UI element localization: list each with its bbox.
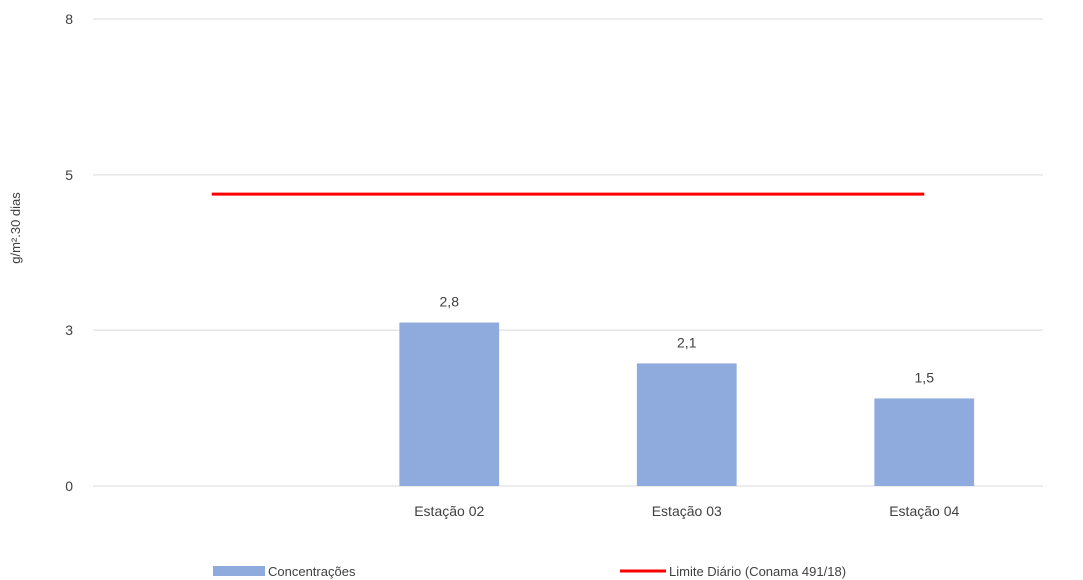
bar <box>636 363 737 486</box>
data-label: 2,1 <box>677 334 697 350</box>
y-tick-label: 3 <box>65 322 73 338</box>
bar <box>399 322 500 486</box>
legend-label-bars: Concentrações <box>268 564 356 579</box>
y-tick-label: 5 <box>65 167 73 183</box>
y-axis-title: g/m².30 dias <box>8 192 23 264</box>
y-tick-label: 0 <box>65 478 73 494</box>
legend-label-line: Limite Diário (Conama 491/18) <box>669 564 846 579</box>
x-category-label: Estação 03 <box>652 503 722 519</box>
legend: Concentrações Limite Diário (Conama 491/… <box>213 564 846 579</box>
x-category-label: Estação 02 <box>414 503 484 519</box>
legend-swatch-bars <box>213 566 265 576</box>
data-label: 1,5 <box>915 369 935 385</box>
y-tick-label: 8 <box>65 11 73 27</box>
data-label: 2,8 <box>440 294 460 310</box>
x-category-label: Estação 04 <box>889 503 959 519</box>
bar <box>874 398 975 486</box>
bars-layer <box>399 322 975 486</box>
labels-layer: 0 3 5 8 2,8 Estação 02 2,1 Estação 03 1,5 Estação… <box>65 11 959 519</box>
